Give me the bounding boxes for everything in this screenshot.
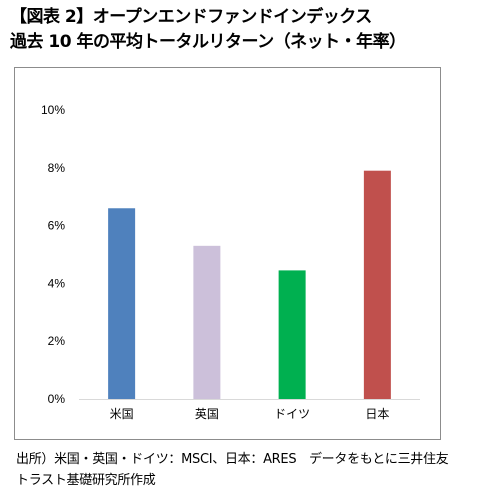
bar-4 bbox=[363, 170, 391, 399]
bar-2 bbox=[193, 245, 221, 399]
x-tick-label: ドイツ bbox=[274, 407, 310, 421]
chart-area: 0% 2% 4% 6% 8% 10% 米国 英国 ドイツ 日本 bbox=[14, 67, 441, 440]
y-tick-label: 4% bbox=[48, 276, 66, 290]
x-tick-label: 米国 bbox=[110, 407, 134, 421]
source-note: 出所）米国・英国・ドイツ：MSCI、日本：ARES データをもとに三井住友 bbox=[16, 452, 449, 467]
y-tick-label: 2% bbox=[48, 334, 66, 348]
figure-title: 【図表 2】オープンエンドファンドインデックス bbox=[10, 7, 372, 27]
y-tick-label: 10% bbox=[41, 103, 65, 117]
y-tick-label: 6% bbox=[48, 219, 66, 233]
bar-1 bbox=[108, 208, 136, 399]
figure-subtitle: 過去 10 年の平均トータルリターン（ネット・年率） bbox=[10, 32, 406, 52]
source-note-continued: トラスト基礎研究所作成 bbox=[16, 473, 156, 488]
y-tick-label: 0% bbox=[48, 392, 66, 406]
bar-3 bbox=[278, 270, 306, 399]
bar-chart: 0% 2% 4% 6% 8% 10% 米国 英国 ドイツ 日本 bbox=[41, 103, 420, 421]
x-tick-label: 英国 bbox=[195, 407, 219, 421]
y-tick-label: 8% bbox=[48, 161, 66, 175]
x-tick-label: 日本 bbox=[365, 407, 389, 421]
